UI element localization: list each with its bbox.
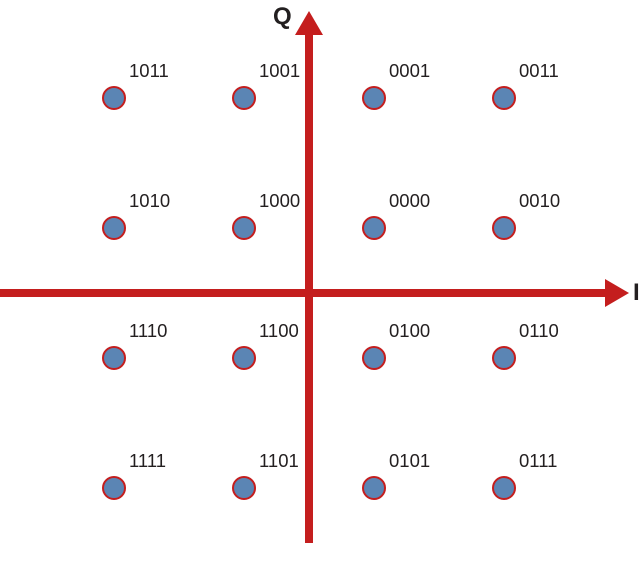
point-marker-icon (232, 476, 256, 500)
point-label: 0001 (389, 60, 430, 82)
point-marker-icon (362, 346, 386, 370)
point-label: 0100 (389, 320, 430, 342)
point-marker-icon (362, 86, 386, 110)
point-marker-icon (102, 476, 126, 500)
point-marker-icon (362, 216, 386, 240)
point-marker-icon (492, 216, 516, 240)
point-label: 0110 (519, 320, 559, 342)
point-label: 0011 (519, 60, 559, 82)
point-marker-icon (492, 476, 516, 500)
point-label: 1101 (259, 450, 299, 472)
point-label: 1110 (129, 320, 167, 342)
point-label: 1001 (259, 60, 300, 82)
x-axis-arrow-icon (605, 279, 629, 307)
point-label: 0111 (519, 450, 557, 472)
point-label: 1100 (259, 320, 299, 342)
point-label: 1000 (259, 190, 300, 212)
point-label: 0000 (389, 190, 430, 212)
x-axis-label: I (633, 279, 640, 307)
point-label: 1111 (129, 450, 166, 472)
point-label: 1010 (129, 190, 170, 212)
point-label: 0010 (519, 190, 560, 212)
point-marker-icon (232, 86, 256, 110)
y-axis-label: Q (273, 3, 292, 31)
point-marker-icon (232, 346, 256, 370)
constellation-diagram: Q I 1011 1001 0001 0011 1010 1000 0000 0010 1110… (0, 0, 640, 561)
point-marker-icon (362, 476, 386, 500)
point-marker-icon (102, 216, 126, 240)
y-axis-arrow-icon (295, 11, 323, 35)
point-marker-icon (102, 86, 126, 110)
point-marker-icon (232, 216, 256, 240)
point-label: 1011 (129, 60, 169, 82)
point-marker-icon (492, 86, 516, 110)
point-label: 0101 (389, 450, 430, 472)
y-axis (305, 31, 313, 543)
point-marker-icon (102, 346, 126, 370)
point-marker-icon (492, 346, 516, 370)
